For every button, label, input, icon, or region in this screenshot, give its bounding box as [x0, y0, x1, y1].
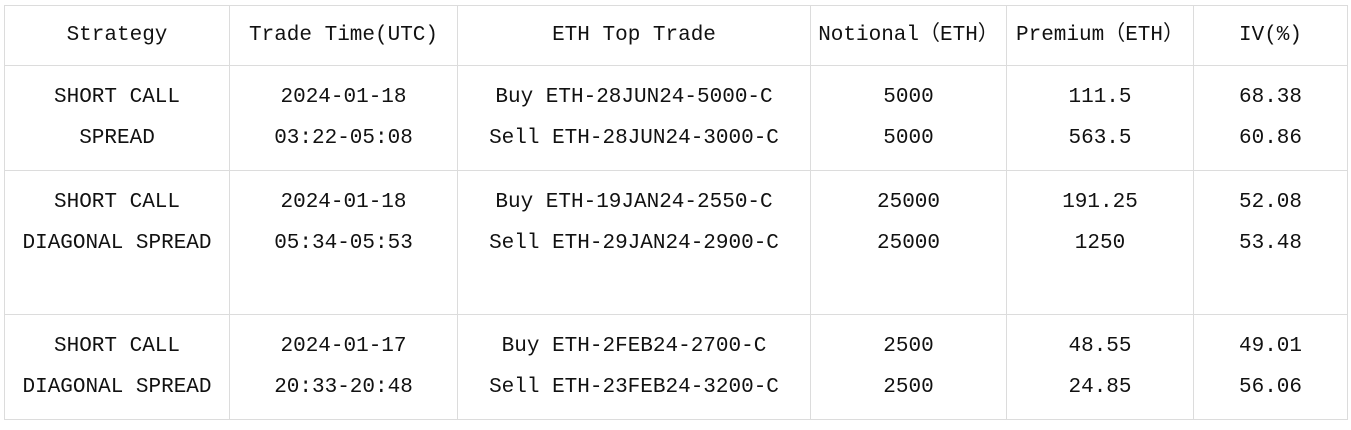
table-row: SHORT CALL SPREAD 2024-01-18 03:22-05:08 Buy…	[4, 65, 1348, 171]
trade-time-cell-line: 2024-01-17	[280, 335, 407, 358]
top-trade-cell-line: Sell ETH-23FEB24-3200-C	[489, 376, 779, 399]
notional-cell: 2500 2500	[810, 314, 1007, 420]
premium-cell: 191.25 1250	[1006, 170, 1194, 315]
iv-cell-line: 56.06	[1238, 376, 1302, 399]
table-row: SHORT CALL DIAGONAL SPREAD 2024-01-18 05:34…	[4, 170, 1348, 315]
header-notional: Notional（ETH）	[810, 5, 1007, 66]
header-top-trade: ETH Top Trade	[457, 5, 811, 66]
iv-cell: 49.01 56.06	[1193, 314, 1348, 420]
premium-cell-line: 563.5	[1068, 127, 1132, 150]
premium-cell-line: 24.85	[1068, 376, 1132, 399]
trade-time-cell: 2024-01-18 05:34-05:53	[229, 170, 458, 315]
strategy-cell-line: DIAGONAL SPREAD	[22, 232, 212, 255]
top-trade-cell: Buy ETH-19JAN24-2550-C Sell ETH-29JAN24-2…	[457, 170, 811, 315]
trade-time-cell-line: 2024-01-18	[280, 86, 407, 109]
premium-cell-line: 191.25	[1062, 191, 1138, 214]
table-row: SHORT CALL DIAGONAL SPREAD 2024-01-17 20:33…	[4, 314, 1348, 420]
iv-cell-line: 68.38	[1238, 86, 1302, 109]
strategy-cell: SHORT CALL SPREAD	[4, 65, 230, 171]
trade-time-cell-line: 03:22-05:08	[274, 127, 413, 150]
strategy-cell-line: SPREAD	[79, 127, 155, 150]
strategy-cell-line: SHORT CALL	[53, 335, 181, 358]
header-premium: Premium（ETH）	[1006, 5, 1194, 66]
top-trade-cell-line: Buy ETH-2FEB24-2700-C	[501, 335, 767, 358]
header-trade-time: Trade Time(UTC)	[229, 5, 458, 66]
notional-cell-line: 25000	[876, 232, 940, 255]
strategy-cell-line: DIAGONAL SPREAD	[22, 376, 212, 399]
trade-time-cell: 2024-01-18 03:22-05:08	[229, 65, 458, 171]
top-trade-cell: Buy ETH-28JUN24-5000-C Sell ETH-28JUN24-3…	[457, 65, 811, 171]
premium-cell-line: 111.5	[1068, 86, 1132, 109]
trade-time-cell: 2024-01-17 20:33-20:48	[229, 314, 458, 420]
header-row: Strategy Trade Time(UTC) ETH Top Trade N…	[4, 5, 1348, 66]
trade-time-cell-line: 2024-01-18	[280, 191, 407, 214]
premium-cell: 111.5 563.5	[1006, 65, 1194, 171]
premium-cell-line: 1250	[1074, 232, 1126, 255]
header-strategy: Strategy	[4, 5, 230, 66]
strategy-cell-line: SHORT CALL	[53, 191, 181, 214]
trade-time-cell-line: 05:34-05:53	[274, 232, 413, 255]
iv-cell: 52.08 53.48	[1193, 170, 1348, 315]
premium-cell-line: 48.55	[1068, 335, 1132, 358]
notional-cell-line: 5000	[883, 127, 934, 150]
top-trade-cell: Buy ETH-2FEB24-2700-C Sell ETH-23FEB24-32…	[457, 314, 811, 420]
strategy-cell: SHORT CALL DIAGONAL SPREAD	[4, 170, 230, 315]
iv-cell-line: 60.86	[1238, 127, 1302, 150]
top-trade-cell-line: Sell ETH-29JAN24-2900-C	[489, 232, 779, 255]
iv-cell: 68.38 60.86	[1193, 65, 1348, 171]
strategy-cell: SHORT CALL DIAGONAL SPREAD	[4, 314, 230, 420]
header-iv: IV(%)	[1193, 5, 1348, 66]
premium-cell: 48.55 24.85	[1006, 314, 1194, 420]
notional-cell: 5000 5000	[810, 65, 1007, 171]
top-trade-cell-line: Sell ETH-28JUN24-3000-C	[489, 127, 779, 150]
notional-cell-line: 2500	[883, 376, 934, 399]
trade-time-cell-line: 20:33-20:48	[274, 376, 413, 399]
notional-cell-line: 25000	[876, 191, 940, 214]
iv-cell-line: 52.08	[1238, 191, 1302, 214]
notional-cell-line: 5000	[883, 86, 934, 109]
top-trade-cell-line: Buy ETH-28JUN24-5000-C	[495, 86, 773, 109]
notional-cell: 25000 25000	[810, 170, 1007, 315]
notional-cell-line: 2500	[883, 335, 934, 358]
iv-cell-line: 53.48	[1238, 232, 1302, 255]
iv-cell-line: 49.01	[1238, 335, 1302, 358]
strategy-cell-line: SHORT CALL	[53, 86, 181, 109]
trades-table: Strategy Trade Time(UTC) ETH Top Trade N…	[4, 5, 1348, 420]
top-trade-cell-line: Buy ETH-19JAN24-2550-C	[495, 191, 773, 214]
